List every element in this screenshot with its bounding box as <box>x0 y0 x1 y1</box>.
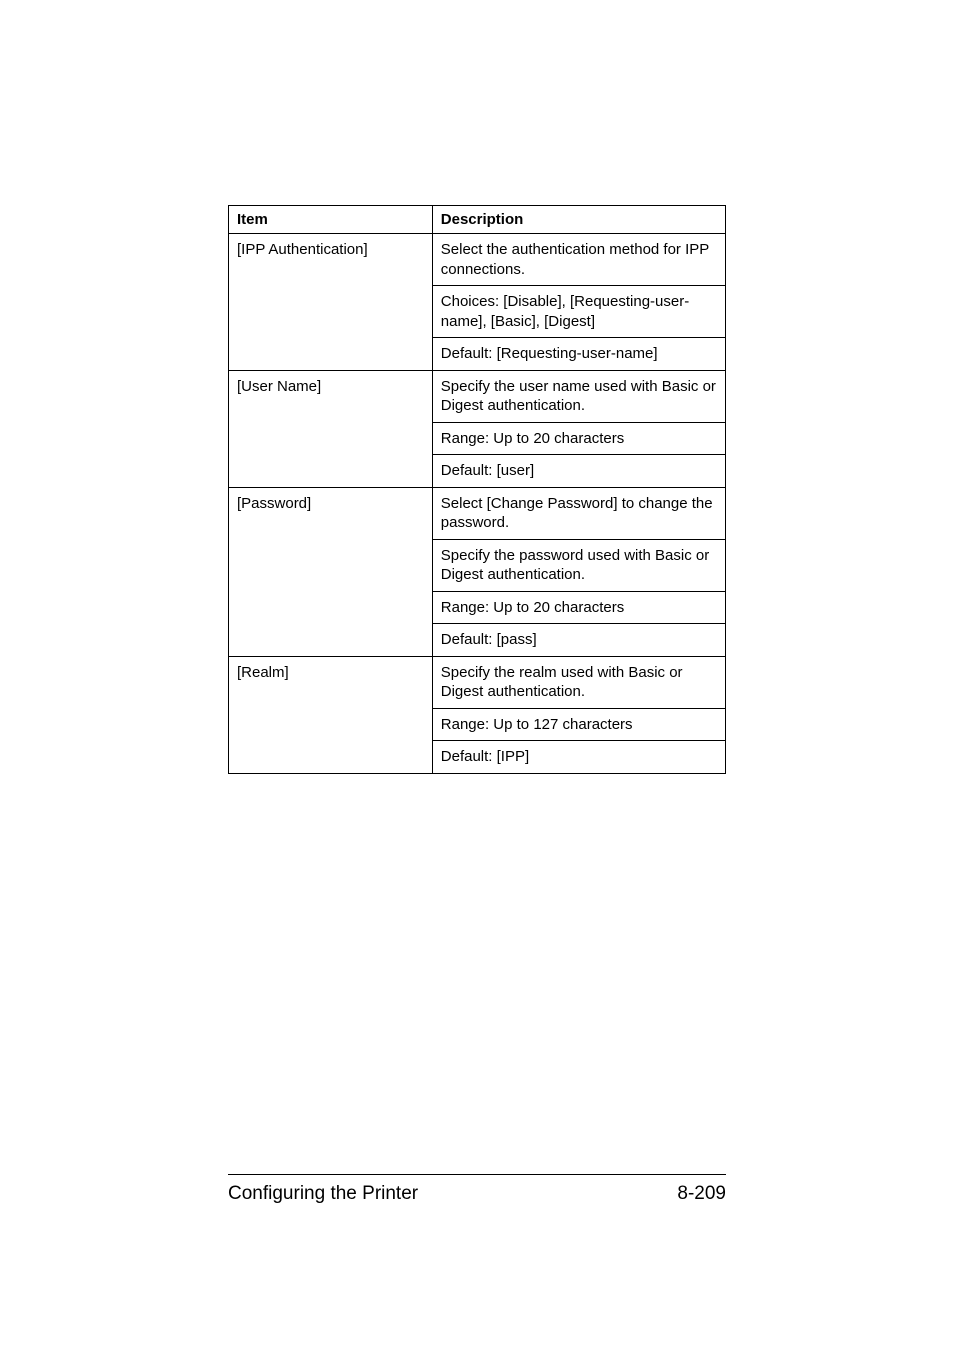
description-cell: Choices: [Disable], [Requesting-user-nam… <box>432 286 725 338</box>
description-cell: Specify the user name used with Basic or… <box>432 370 725 422</box>
description-cell: Range: Up to 20 characters <box>432 591 725 624</box>
header-item: Item <box>229 206 433 234</box>
item-cell: [Password] <box>229 487 433 656</box>
description-cell: Range: Up to 20 characters <box>432 422 725 455</box>
description-cell: Default: [pass] <box>432 624 725 657</box>
description-cell: Default: [user] <box>432 455 725 488</box>
description-cell: Default: [Requesting-user-name] <box>432 338 725 371</box>
item-cell: [IPP Authentication] <box>229 234 433 371</box>
table-row: [Realm]Specify the realm used with Basic… <box>229 656 726 708</box>
header-description: Description <box>432 206 725 234</box>
settings-table: Item Description [IPP Authentication]Sel… <box>228 205 726 774</box>
description-cell: Range: Up to 127 characters <box>432 708 725 741</box>
page-footer: Configuring the Printer 8-209 <box>228 1174 726 1205</box>
page-content: Item Description [IPP Authentication]Sel… <box>0 0 954 774</box>
footer-page-number: 8-209 <box>677 1183 726 1205</box>
description-cell: Specify the realm used with Basic or Dig… <box>432 656 725 708</box>
table-row: [User Name]Specify the user name used wi… <box>229 370 726 422</box>
item-cell: [Realm] <box>229 656 433 773</box>
item-cell: [User Name] <box>229 370 433 487</box>
description-cell: Select [Change Password] to change the p… <box>432 487 725 539</box>
description-cell: Select the authentication method for IPP… <box>432 234 725 286</box>
description-cell: Default: [IPP] <box>432 741 725 774</box>
table-header-row: Item Description <box>229 206 726 234</box>
table-row: [IPP Authentication]Select the authentic… <box>229 234 726 286</box>
footer-section-title: Configuring the Printer <box>228 1183 418 1205</box>
description-cell: Specify the password used with Basic or … <box>432 539 725 591</box>
table-row: [Password]Select [Change Password] to ch… <box>229 487 726 539</box>
